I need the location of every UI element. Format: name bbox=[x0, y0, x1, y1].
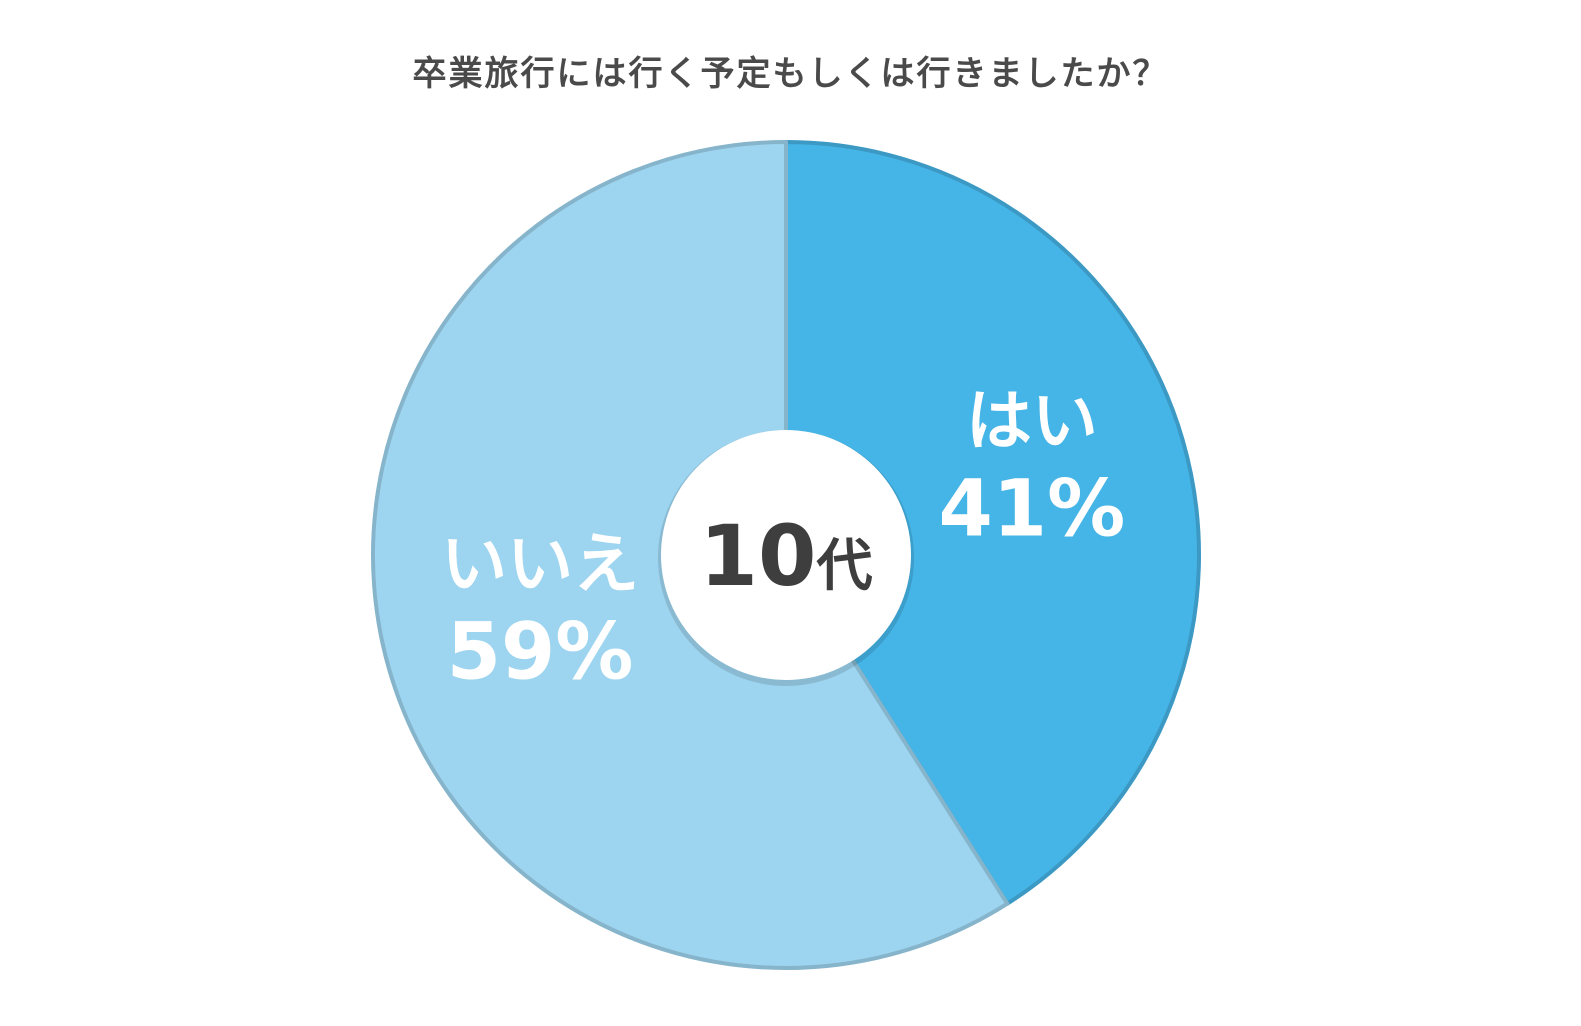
slice-label-name-0: はい bbox=[966, 383, 1098, 460]
slice-label-name-1: いいえ bbox=[441, 525, 639, 602]
center-badge-circle bbox=[661, 430, 911, 680]
pie-slice-0 bbox=[784, 140, 1201, 906]
slice-label-value-1: 59% bbox=[447, 607, 634, 697]
center-label: 10代 bbox=[700, 507, 873, 605]
chart-title: 卒業旅行には行く予定もしくは行きましたか？ bbox=[412, 54, 1169, 94]
center-badge: 10代 bbox=[658, 430, 914, 686]
slice-label-value-0: 41% bbox=[939, 465, 1126, 555]
